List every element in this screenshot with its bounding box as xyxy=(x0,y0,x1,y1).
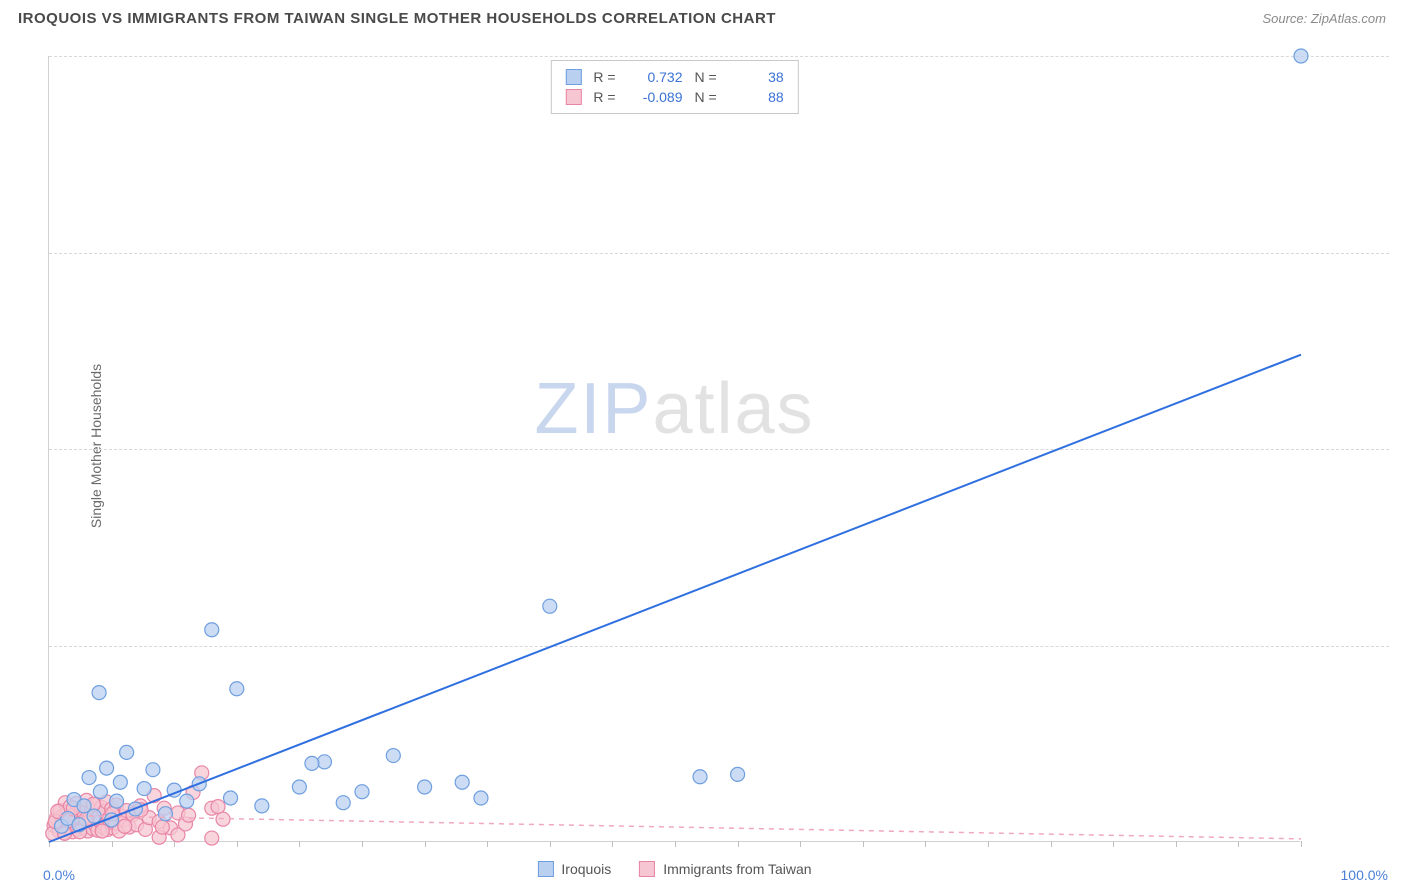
source-prefix: Source: xyxy=(1262,11,1310,26)
x-tick xyxy=(1301,841,1302,847)
x-tick xyxy=(988,841,989,847)
data-point xyxy=(120,745,134,759)
data-point xyxy=(1294,49,1308,63)
plot-svg xyxy=(49,56,1300,841)
data-point xyxy=(137,782,151,796)
x-tick xyxy=(1238,841,1239,847)
source-name: ZipAtlas.com xyxy=(1311,11,1386,26)
chart-source: Source: ZipAtlas.com xyxy=(1262,11,1386,26)
data-point xyxy=(158,807,172,821)
data-point xyxy=(255,799,269,813)
data-point xyxy=(386,749,400,763)
iroquois-swatch xyxy=(565,69,581,85)
data-point xyxy=(230,682,244,696)
data-point xyxy=(92,686,106,700)
x-tick xyxy=(237,841,238,847)
data-point xyxy=(336,796,350,810)
correlation-row-taiwan: R = -0.089 N = 88 xyxy=(565,87,783,107)
data-point xyxy=(205,831,219,845)
x-tick xyxy=(425,841,426,847)
plot-area: ZIPatlas 25.0%50.0%75.0%100.0% R = 0.732… xyxy=(48,56,1300,842)
data-point xyxy=(82,771,96,785)
data-point xyxy=(182,808,196,822)
x-tick xyxy=(925,841,926,847)
data-point xyxy=(100,761,114,775)
data-point xyxy=(731,767,745,781)
r-label: R = xyxy=(593,69,615,85)
data-point xyxy=(693,770,707,784)
n-label: N = xyxy=(695,69,717,85)
data-point xyxy=(118,819,132,833)
data-point xyxy=(155,820,169,834)
correlation-legend: R = 0.732 N = 38 R = -0.089 N = 88 xyxy=(550,60,798,114)
x-tick xyxy=(863,841,864,847)
regression-line xyxy=(49,355,1301,842)
data-point xyxy=(355,785,369,799)
data-point xyxy=(317,755,331,769)
regression-line xyxy=(49,815,1301,839)
data-point xyxy=(292,780,306,794)
data-point xyxy=(180,794,194,808)
y-tick-label: 25.0% xyxy=(1397,639,1406,655)
legend-item-taiwan: Immigrants from Taiwan xyxy=(639,861,811,877)
x-tick xyxy=(299,841,300,847)
data-point xyxy=(110,794,124,808)
x-tick xyxy=(112,841,113,847)
legend-item-iroquois: Iroquois xyxy=(537,861,611,877)
r-label: R = xyxy=(593,89,615,105)
data-point xyxy=(113,775,127,789)
y-tick-label: 100.0% xyxy=(1397,49,1406,65)
n-label: N = xyxy=(695,89,717,105)
series-legend: Iroquois Immigrants from Taiwan xyxy=(537,861,811,877)
x-tick xyxy=(675,841,676,847)
data-point xyxy=(211,800,225,814)
data-point xyxy=(205,623,219,637)
iroquois-label: Iroquois xyxy=(561,861,611,877)
x-tick-label-max: 100.0% xyxy=(1308,867,1388,883)
chart-title: IROQUOIS VS IMMIGRANTS FROM TAIWAN SINGL… xyxy=(18,10,776,27)
iroquois-r-value: 0.732 xyxy=(628,69,683,85)
x-tick xyxy=(487,841,488,847)
y-tick-label: 50.0% xyxy=(1397,442,1406,458)
x-tick xyxy=(1176,841,1177,847)
data-point xyxy=(305,756,319,770)
taiwan-label: Immigrants from Taiwan xyxy=(663,861,811,877)
x-tick xyxy=(1113,841,1114,847)
x-tick xyxy=(362,841,363,847)
x-tick xyxy=(1051,841,1052,847)
x-tick xyxy=(800,841,801,847)
iroquois-swatch xyxy=(537,861,553,877)
data-point xyxy=(418,780,432,794)
x-tick xyxy=(612,841,613,847)
taiwan-swatch xyxy=(639,861,655,877)
taiwan-r-value: -0.089 xyxy=(628,89,683,105)
data-point xyxy=(474,791,488,805)
iroquois-n-value: 38 xyxy=(729,69,784,85)
x-tick xyxy=(550,841,551,847)
correlation-row-iroquois: R = 0.732 N = 38 xyxy=(565,67,783,87)
data-point xyxy=(93,785,107,799)
data-point xyxy=(455,775,469,789)
taiwan-swatch xyxy=(565,89,581,105)
x-tick xyxy=(738,841,739,847)
data-point xyxy=(224,791,238,805)
data-point xyxy=(146,763,160,777)
data-point xyxy=(543,599,557,613)
y-tick-label: 75.0% xyxy=(1397,246,1406,262)
taiwan-n-value: 88 xyxy=(729,89,784,105)
x-tick-label-min: 0.0% xyxy=(43,867,75,883)
